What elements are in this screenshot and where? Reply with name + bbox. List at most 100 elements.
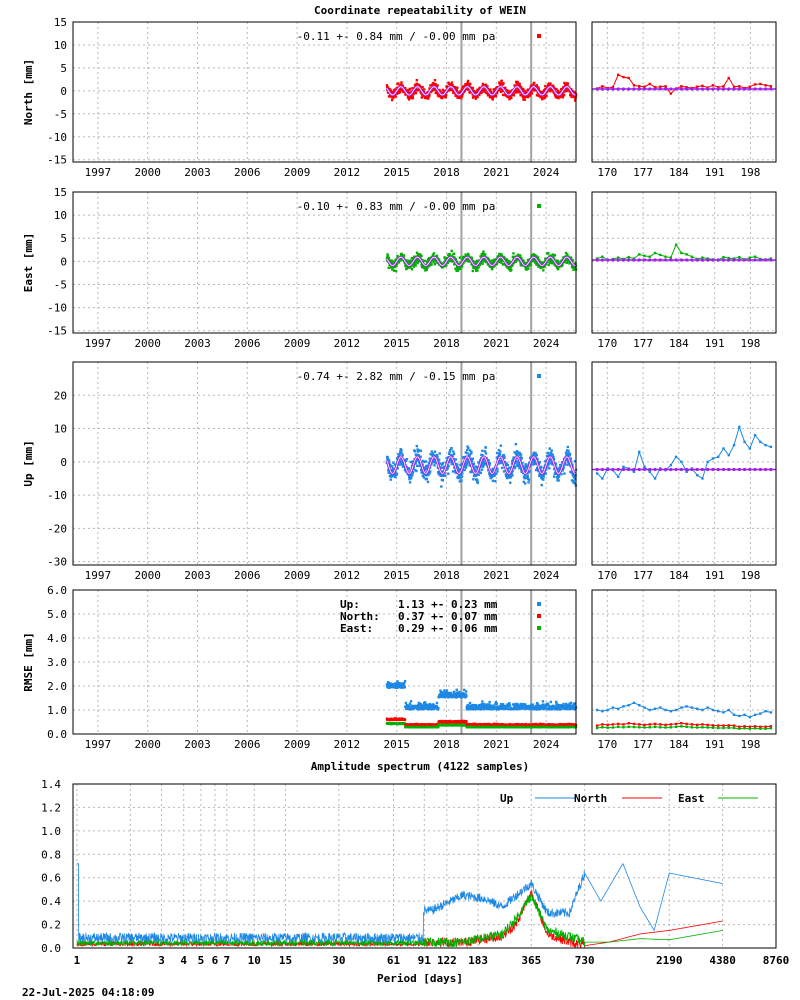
data-point bbox=[523, 98, 527, 101]
data-point bbox=[467, 252, 470, 256]
y-tick-label: 10 bbox=[54, 423, 67, 436]
recent-model-point bbox=[669, 87, 673, 91]
recent-model-point bbox=[727, 258, 731, 262]
data-point bbox=[391, 474, 394, 478]
data-point bbox=[574, 265, 577, 269]
data-point bbox=[457, 96, 461, 99]
recent-model-point bbox=[737, 87, 741, 91]
recent-point bbox=[753, 434, 757, 437]
data-point bbox=[524, 90, 527, 94]
data-point bbox=[432, 457, 436, 461]
data-point bbox=[411, 96, 415, 99]
data-point bbox=[390, 465, 394, 468]
recent-point bbox=[748, 447, 752, 450]
recent-model-point bbox=[642, 467, 647, 472]
rmse-up-point bbox=[531, 704, 534, 708]
data-point bbox=[486, 85, 489, 88]
data-point bbox=[502, 263, 505, 266]
data-point bbox=[474, 469, 477, 472]
data-point bbox=[562, 93, 566, 97]
data-point bbox=[449, 83, 452, 86]
data-point bbox=[438, 470, 441, 474]
data-point bbox=[399, 259, 402, 262]
recent-point bbox=[695, 473, 699, 477]
data-point bbox=[397, 261, 401, 264]
data-point bbox=[387, 95, 391, 98]
data-point bbox=[512, 252, 515, 255]
recent-point bbox=[674, 243, 678, 246]
data-point bbox=[423, 460, 426, 464]
data-point bbox=[541, 262, 544, 266]
data-point bbox=[398, 454, 401, 457]
y-tick-label: 1.0 bbox=[47, 704, 67, 717]
data-point bbox=[405, 267, 409, 270]
rmse-up-point bbox=[530, 704, 533, 708]
data-point bbox=[410, 268, 414, 271]
recent-point bbox=[616, 256, 620, 259]
data-point bbox=[443, 264, 447, 268]
data-point bbox=[472, 260, 475, 263]
data-point bbox=[510, 268, 513, 272]
data-point bbox=[573, 482, 577, 485]
data-point bbox=[405, 457, 409, 461]
spectrum-xlabel: Period [days] bbox=[377, 972, 463, 985]
data-point bbox=[468, 455, 471, 458]
recent-model-point bbox=[611, 87, 615, 91]
data-point bbox=[535, 84, 538, 87]
data-point bbox=[523, 89, 526, 92]
rmse-up-point bbox=[527, 707, 530, 710]
rmse-up-point bbox=[424, 704, 427, 707]
data-point bbox=[563, 472, 566, 475]
recent-point bbox=[764, 84, 767, 87]
rmse-up-point bbox=[464, 696, 467, 699]
data-point bbox=[522, 94, 526, 98]
recent-line bbox=[596, 243, 771, 261]
recent-model-point bbox=[637, 467, 641, 472]
data-point bbox=[462, 455, 465, 459]
rmse-up-point bbox=[499, 707, 502, 710]
data-point bbox=[449, 458, 453, 462]
data-point bbox=[425, 266, 429, 270]
data-point bbox=[495, 262, 499, 265]
data-point bbox=[450, 249, 453, 253]
data-point bbox=[392, 461, 395, 464]
data-point bbox=[574, 478, 577, 481]
rmse-up-point bbox=[408, 702, 412, 706]
data-point bbox=[407, 98, 411, 101]
recent-model-point bbox=[606, 258, 610, 262]
recent-model-point bbox=[690, 87, 694, 91]
data-point bbox=[411, 460, 414, 463]
data-point bbox=[461, 87, 464, 90]
recent-model-point bbox=[700, 258, 705, 262]
data-point bbox=[561, 263, 564, 267]
recent-model-point bbox=[732, 258, 736, 262]
recent-point bbox=[759, 82, 762, 86]
data-point bbox=[540, 483, 543, 487]
recent-model-point bbox=[616, 467, 620, 472]
rmse-up-point bbox=[435, 704, 438, 708]
data-point bbox=[541, 91, 545, 94]
data-point bbox=[505, 462, 508, 465]
data-point bbox=[449, 448, 452, 452]
recent-point bbox=[664, 255, 667, 258]
recent-model-point bbox=[716, 467, 720, 472]
data-point bbox=[533, 258, 536, 261]
data-point bbox=[455, 269, 458, 273]
data-point bbox=[434, 82, 437, 86]
rmse-up-point bbox=[517, 707, 520, 710]
data-point bbox=[412, 262, 415, 266]
recent-model-point bbox=[616, 258, 620, 262]
data-point bbox=[441, 96, 444, 100]
data-point bbox=[444, 96, 447, 99]
data-point bbox=[438, 452, 441, 455]
data-point bbox=[480, 258, 484, 262]
rmse-up-point bbox=[403, 685, 406, 689]
data-point bbox=[522, 475, 526, 479]
data-point bbox=[548, 447, 551, 450]
data-point bbox=[550, 461, 554, 464]
recent-model-point bbox=[669, 258, 673, 262]
data-point bbox=[484, 446, 487, 449]
data-point bbox=[387, 266, 390, 270]
data-point bbox=[435, 453, 439, 457]
recent-model-point bbox=[600, 258, 604, 262]
